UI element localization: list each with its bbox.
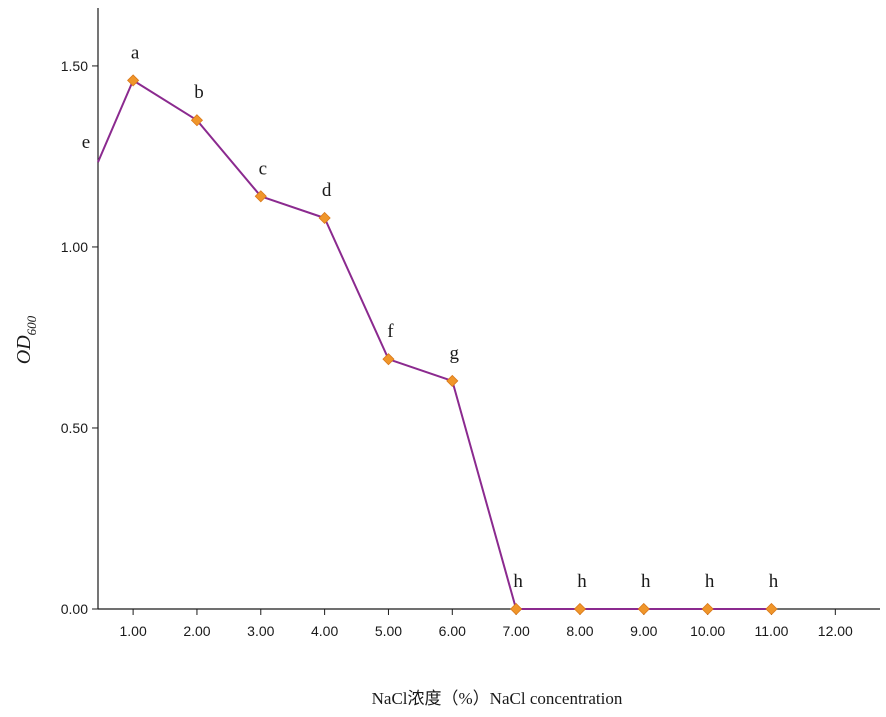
data-point-label: a [131,42,140,63]
series-polyline [97,79,772,610]
data-point-label: h [769,571,779,592]
data-point-marker [765,602,778,616]
data-point-label: h [641,571,651,592]
y-tick-label: 0.00 [61,601,88,617]
x-tick-label: 10.00 [690,623,725,639]
x-tick-label: 8.00 [566,623,593,639]
data-point-marker [190,114,204,127]
x-tick-label: 5.00 [375,623,402,639]
point-labels: a b c d f g h h h h h e [82,42,779,592]
data-point-marker [701,602,714,616]
series-line [97,79,772,610]
y-tick-label: 1.00 [61,239,88,255]
x-tick-label: 3.00 [247,623,274,639]
data-point-label: h [513,571,523,592]
x-tick-label: 9.00 [630,623,657,639]
x-tick-label: 7.00 [503,623,530,639]
data-point-label: b [194,82,204,103]
x-tick-label: 1.00 [119,623,146,639]
y-axis-title-subscript: 600 [24,315,39,335]
x-axis-title: NaCl浓度（%）NaCl concentration [372,689,623,708]
data-point-marker [510,602,523,616]
data-point-marker [446,374,459,387]
data-point-label: d [322,180,332,201]
data-point-label: e [82,132,90,153]
data-point-label: f [387,321,394,342]
data-point-label: h [705,571,715,592]
data-point-label: g [450,343,460,364]
axes: 0.00 0.50 1.00 1.50 1.00 2.00 3.00 4.00 5.00 6.00… [61,8,880,639]
data-point-marker [573,602,587,616]
x-tick-label: 6.00 [439,623,466,639]
data-point-marker [127,74,140,87]
data-point-marker [254,190,267,203]
data-point-marker [318,211,331,225]
data-point-label: c [259,158,267,179]
x-tick-label: 2.00 [183,623,210,639]
series-markers [127,74,778,616]
data-point-marker [382,353,395,366]
x-tick-label: 12.00 [818,623,853,639]
data-point-marker [637,602,650,616]
y-tick-label: 1.50 [61,58,88,74]
y-axis-title: OD600 [13,315,39,364]
y-axis-title-main: OD [13,335,35,364]
x-tick-label: 11.00 [754,623,788,639]
y-tick-label: 0.50 [61,420,88,436]
data-point-label: h [577,571,587,592]
x-tick-label: 4.00 [311,623,338,639]
